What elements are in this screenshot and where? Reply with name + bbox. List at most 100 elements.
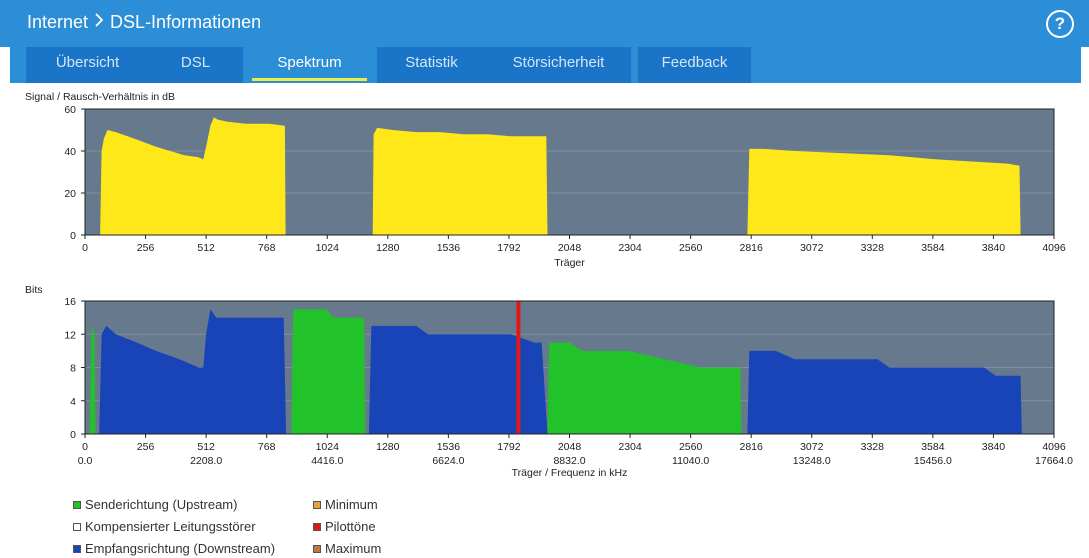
- x-tick-label: 512: [197, 441, 215, 453]
- tab-feedback[interactable]: Feedback: [638, 47, 751, 83]
- x-tick-label: 0: [82, 242, 88, 254]
- legend-item: Kompensierter Leitungsstörer: [73, 519, 256, 534]
- legend-item: Pilottöne: [313, 519, 376, 534]
- tab-dsl[interactable]: DSL: [148, 47, 243, 83]
- x-freq-label: 13248.0: [793, 455, 831, 467]
- x-axis-label: Träger: [554, 257, 585, 269]
- x-tick-label: 256: [137, 441, 155, 453]
- x-freq-label: 8832.0: [553, 455, 585, 467]
- help-icon[interactable]: ?: [1046, 10, 1074, 38]
- legend-label: Empfangsrichtung (Downstream): [85, 541, 276, 556]
- snr-chart: Signal / Rausch-Verhältnis in dB 0 20 40 60 0…: [25, 91, 1066, 269]
- legend-swatch: [313, 544, 321, 553]
- series-area-0-2: [747, 148, 1021, 235]
- breadcrumb: Internet DSL-Informationen: [27, 12, 261, 33]
- x-tick-label: 1024: [316, 441, 340, 453]
- bits-chart: Bits 0 4 8 12 16 0 256 512 768 1024 1280 1536 1792 204…: [25, 284, 1073, 479]
- series-area-1-0: [99, 309, 287, 434]
- breadcrumb-root[interactable]: Internet: [27, 12, 89, 32]
- x-freq-label: 15456.0: [914, 455, 952, 467]
- x-tick-label: 3584: [921, 242, 945, 254]
- x-axis-label: Träger / Frequenz in kHz: [512, 467, 628, 479]
- x-tick-label: 3072: [800, 441, 824, 453]
- legend-swatch: [73, 500, 81, 509]
- legend-swatch: [313, 522, 321, 531]
- series-area-0-1: [372, 127, 548, 235]
- x-tick-label: 2560: [679, 242, 703, 254]
- tab-statistik[interactable]: Statistik: [377, 47, 486, 83]
- x-tick-label: 1280: [376, 441, 400, 453]
- series-area-0-2: [547, 342, 742, 434]
- x-tick-label: 2816: [740, 242, 764, 254]
- x-tick-label: 2048: [558, 242, 582, 254]
- x-tick-label: 4096: [1042, 441, 1066, 453]
- x-tick-label: 256: [137, 242, 155, 254]
- x-tick-label: 512: [197, 242, 215, 254]
- tab-label: Statistik: [405, 54, 458, 71]
- y-tick-label: 0: [70, 429, 76, 441]
- tab-label: Übersicht: [55, 54, 120, 71]
- series-area-1-2: [747, 350, 1022, 434]
- series-area-0-1: [291, 309, 366, 434]
- tab-label: DSL: [180, 54, 211, 71]
- series-area-0-0: [89, 325, 96, 434]
- x-tick-label: 1024: [316, 242, 340, 254]
- legend-label: Senderichtung (Upstream): [85, 497, 238, 512]
- tab-spektrum[interactable]: Spektrum: [252, 47, 367, 83]
- chart-title: Signal / Rausch-Verhältnis in dB: [25, 91, 175, 103]
- x-tick-label: 1536: [437, 242, 461, 254]
- y-tick-label: 12: [64, 329, 76, 341]
- legend-swatch: [313, 500, 321, 509]
- legend-label: Minimum: [325, 497, 378, 512]
- x-tick-label: 2560: [679, 441, 703, 453]
- x-tick-label: 768: [258, 441, 276, 453]
- header-edge-right: [1081, 47, 1089, 83]
- tab-uebersicht[interactable]: Übersicht: [26, 47, 149, 83]
- x-tick-label: 4096: [1042, 242, 1066, 254]
- legend-swatch: [73, 522, 81, 531]
- tab-stoersicherheit[interactable]: Störsicherheit: [486, 47, 631, 83]
- pilot-tone-marker: [516, 301, 521, 434]
- y-tick-label: 0: [70, 230, 76, 242]
- x-freq-label: 17664.0: [1035, 455, 1073, 467]
- legend-item: Empfangsrichtung (Downstream): [73, 541, 275, 556]
- legend-item: Senderichtung (Upstream): [73, 497, 237, 512]
- legend-item: Minimum: [313, 497, 378, 512]
- x-freq-label: 0.0: [78, 455, 93, 467]
- x-tick-label: 1792: [497, 242, 521, 254]
- x-tick-label: 3328: [861, 441, 885, 453]
- x-tick-label: 2304: [618, 242, 642, 254]
- tab-label: Feedback: [661, 54, 728, 71]
- chevron-right-icon: [94, 12, 104, 33]
- series-area-0-0: [100, 117, 286, 235]
- x-tick-label: 768: [258, 242, 276, 254]
- tab-label: Störsicherheit: [512, 54, 605, 71]
- series-area-1-1: [368, 325, 548, 434]
- x-freq-label: 11040.0: [672, 455, 709, 467]
- x-tick-label: 3840: [982, 242, 1006, 254]
- legend-label: Maximum: [325, 541, 382, 556]
- page-title: DSL-Informationen: [110, 12, 262, 32]
- x-freq-label: 6624.0: [432, 455, 464, 467]
- spectrum-charts: Signal / Rausch-Verhältnis in dB02040600…: [25, 91, 1073, 479]
- x-tick-label: 2304: [618, 441, 642, 453]
- active-tab-indicator: [252, 78, 367, 81]
- x-tick-label: 3840: [982, 441, 1006, 453]
- x-tick-label: 1280: [376, 242, 400, 254]
- x-tick-label: 1536: [437, 441, 461, 453]
- y-tick-label: 40: [64, 146, 76, 158]
- x-tick-label: 3328: [861, 242, 885, 254]
- header-edge-left: [0, 47, 10, 83]
- y-tick-label: 4: [70, 396, 76, 408]
- x-tick-label: 3072: [800, 242, 824, 254]
- x-freq-label: 4416.0: [311, 455, 343, 467]
- legend-item: Maximum: [313, 541, 381, 556]
- legend-label: Pilottöne: [325, 519, 376, 534]
- x-tick-label: 0: [82, 441, 88, 453]
- legend-label: Kompensierter Leitungsstörer: [85, 519, 256, 534]
- y-tick-label: 20: [64, 188, 76, 200]
- x-freq-label: 2208.0: [190, 455, 222, 467]
- header-bar: Internet DSL-Informationen ? Übersicht D…: [0, 0, 1089, 83]
- x-tick-label: 1792: [497, 441, 521, 453]
- chart-title: Bits: [25, 284, 43, 296]
